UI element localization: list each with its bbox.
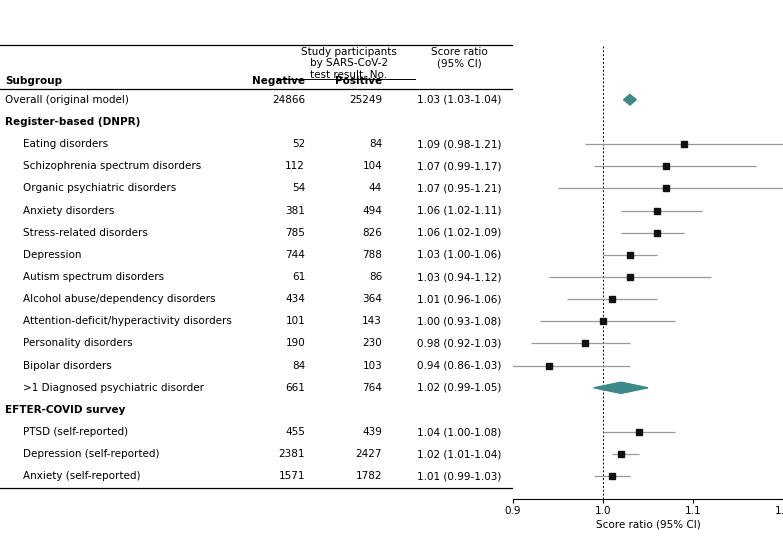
Text: 1.07 (0.95-1.21): 1.07 (0.95-1.21) [417, 183, 501, 193]
Text: 785: 785 [285, 228, 305, 238]
Text: 1.02 (1.01-1.04): 1.02 (1.01-1.04) [417, 449, 501, 459]
Text: Study participants
by SARS-CoV-2
test result, No.: Study participants by SARS-CoV-2 test re… [301, 47, 397, 80]
Text: 1571: 1571 [279, 471, 305, 481]
Text: Depression (self-reported): Depression (self-reported) [23, 449, 160, 459]
Text: Alcohol abuse/dependency disorders: Alcohol abuse/dependency disorders [23, 294, 215, 304]
Text: 494: 494 [363, 206, 382, 216]
Text: 439: 439 [363, 427, 382, 437]
Text: 0.98 (0.92-1.03): 0.98 (0.92-1.03) [417, 338, 501, 348]
Text: 1.06 (1.02-1.11): 1.06 (1.02-1.11) [417, 206, 501, 216]
Text: 103: 103 [363, 361, 382, 371]
Text: >1 Diagnosed psychiatric disorder: >1 Diagnosed psychiatric disorder [23, 383, 204, 393]
Text: 112: 112 [285, 161, 305, 171]
Text: Autism spectrum disorders: Autism spectrum disorders [23, 272, 164, 282]
Text: Overall (original model): Overall (original model) [5, 95, 129, 105]
Text: 1.04 (1.00-1.08): 1.04 (1.00-1.08) [417, 427, 501, 437]
Text: 52: 52 [292, 139, 305, 149]
Text: 1.01 (0.99-1.03): 1.01 (0.99-1.03) [417, 471, 501, 481]
Text: 434: 434 [285, 294, 305, 304]
Text: Personality disorders: Personality disorders [23, 338, 132, 348]
Text: 25249: 25249 [349, 95, 382, 105]
Text: 104: 104 [363, 161, 382, 171]
Text: Subgroup: Subgroup [5, 76, 63, 86]
Text: 143: 143 [363, 316, 382, 326]
Polygon shape [623, 94, 637, 105]
Text: 84: 84 [292, 361, 305, 371]
Text: 101: 101 [286, 316, 305, 326]
Text: 661: 661 [285, 383, 305, 393]
Text: 54: 54 [292, 183, 305, 193]
Text: 2427: 2427 [355, 449, 382, 459]
Text: 1782: 1782 [355, 471, 382, 481]
Text: 24866: 24866 [272, 95, 305, 105]
Text: 744: 744 [285, 250, 305, 260]
Text: EFTER-COVID survey: EFTER-COVID survey [5, 405, 125, 415]
Text: 44: 44 [369, 183, 382, 193]
Text: PTSD (self-reported): PTSD (self-reported) [23, 427, 128, 437]
Text: Eating disorders: Eating disorders [23, 139, 108, 149]
Text: 788: 788 [363, 250, 382, 260]
Text: Schizophrenia spectrum disorders: Schizophrenia spectrum disorders [23, 161, 201, 171]
Text: 826: 826 [363, 228, 382, 238]
Polygon shape [594, 382, 648, 393]
Text: Attention-deficit/hyperactivity disorders: Attention-deficit/hyperactivity disorder… [23, 316, 232, 326]
Text: 0.94 (0.86-1.03): 0.94 (0.86-1.03) [417, 361, 501, 371]
Text: 61: 61 [292, 272, 305, 282]
Text: 84: 84 [369, 139, 382, 149]
Text: 86: 86 [369, 272, 382, 282]
Text: Stress-related disorders: Stress-related disorders [23, 228, 148, 238]
Text: Depression: Depression [23, 250, 81, 260]
Text: 1.03 (0.94-1.12): 1.03 (0.94-1.12) [417, 272, 501, 282]
Text: Register-based (DNPR): Register-based (DNPR) [5, 117, 140, 127]
Text: Anxiety (self-reported): Anxiety (self-reported) [23, 471, 141, 481]
Text: 230: 230 [363, 338, 382, 348]
Text: Positive: Positive [335, 76, 382, 86]
Text: Negative: Negative [252, 76, 305, 86]
Text: 764: 764 [363, 383, 382, 393]
Text: 364: 364 [363, 294, 382, 304]
Text: 1.07 (0.99-1.17): 1.07 (0.99-1.17) [417, 161, 501, 171]
Text: 1.06 (1.02-1.09): 1.06 (1.02-1.09) [417, 228, 501, 238]
Text: 381: 381 [285, 206, 305, 216]
Text: Score ratio
(95% CI): Score ratio (95% CI) [431, 47, 487, 68]
Text: 2381: 2381 [279, 449, 305, 459]
Text: Anxiety disorders: Anxiety disorders [23, 206, 114, 216]
Text: 1.01 (0.96-1.06): 1.01 (0.96-1.06) [417, 294, 501, 304]
Text: 1.09 (0.98-1.21): 1.09 (0.98-1.21) [417, 139, 501, 149]
Text: 190: 190 [286, 338, 305, 348]
Text: Bipolar disorders: Bipolar disorders [23, 361, 112, 371]
Text: 1.02 (0.99-1.05): 1.02 (0.99-1.05) [417, 383, 501, 393]
Text: Organic psychiatric disorders: Organic psychiatric disorders [23, 183, 176, 193]
Text: 1.03 (1.00-1.06): 1.03 (1.00-1.06) [417, 250, 501, 260]
Text: 455: 455 [285, 427, 305, 437]
Text: 1.03 (1.03-1.04): 1.03 (1.03-1.04) [417, 95, 501, 105]
X-axis label: Score ratio (95% CI): Score ratio (95% CI) [596, 520, 700, 530]
Text: 1.00 (0.93-1.08): 1.00 (0.93-1.08) [417, 316, 501, 326]
